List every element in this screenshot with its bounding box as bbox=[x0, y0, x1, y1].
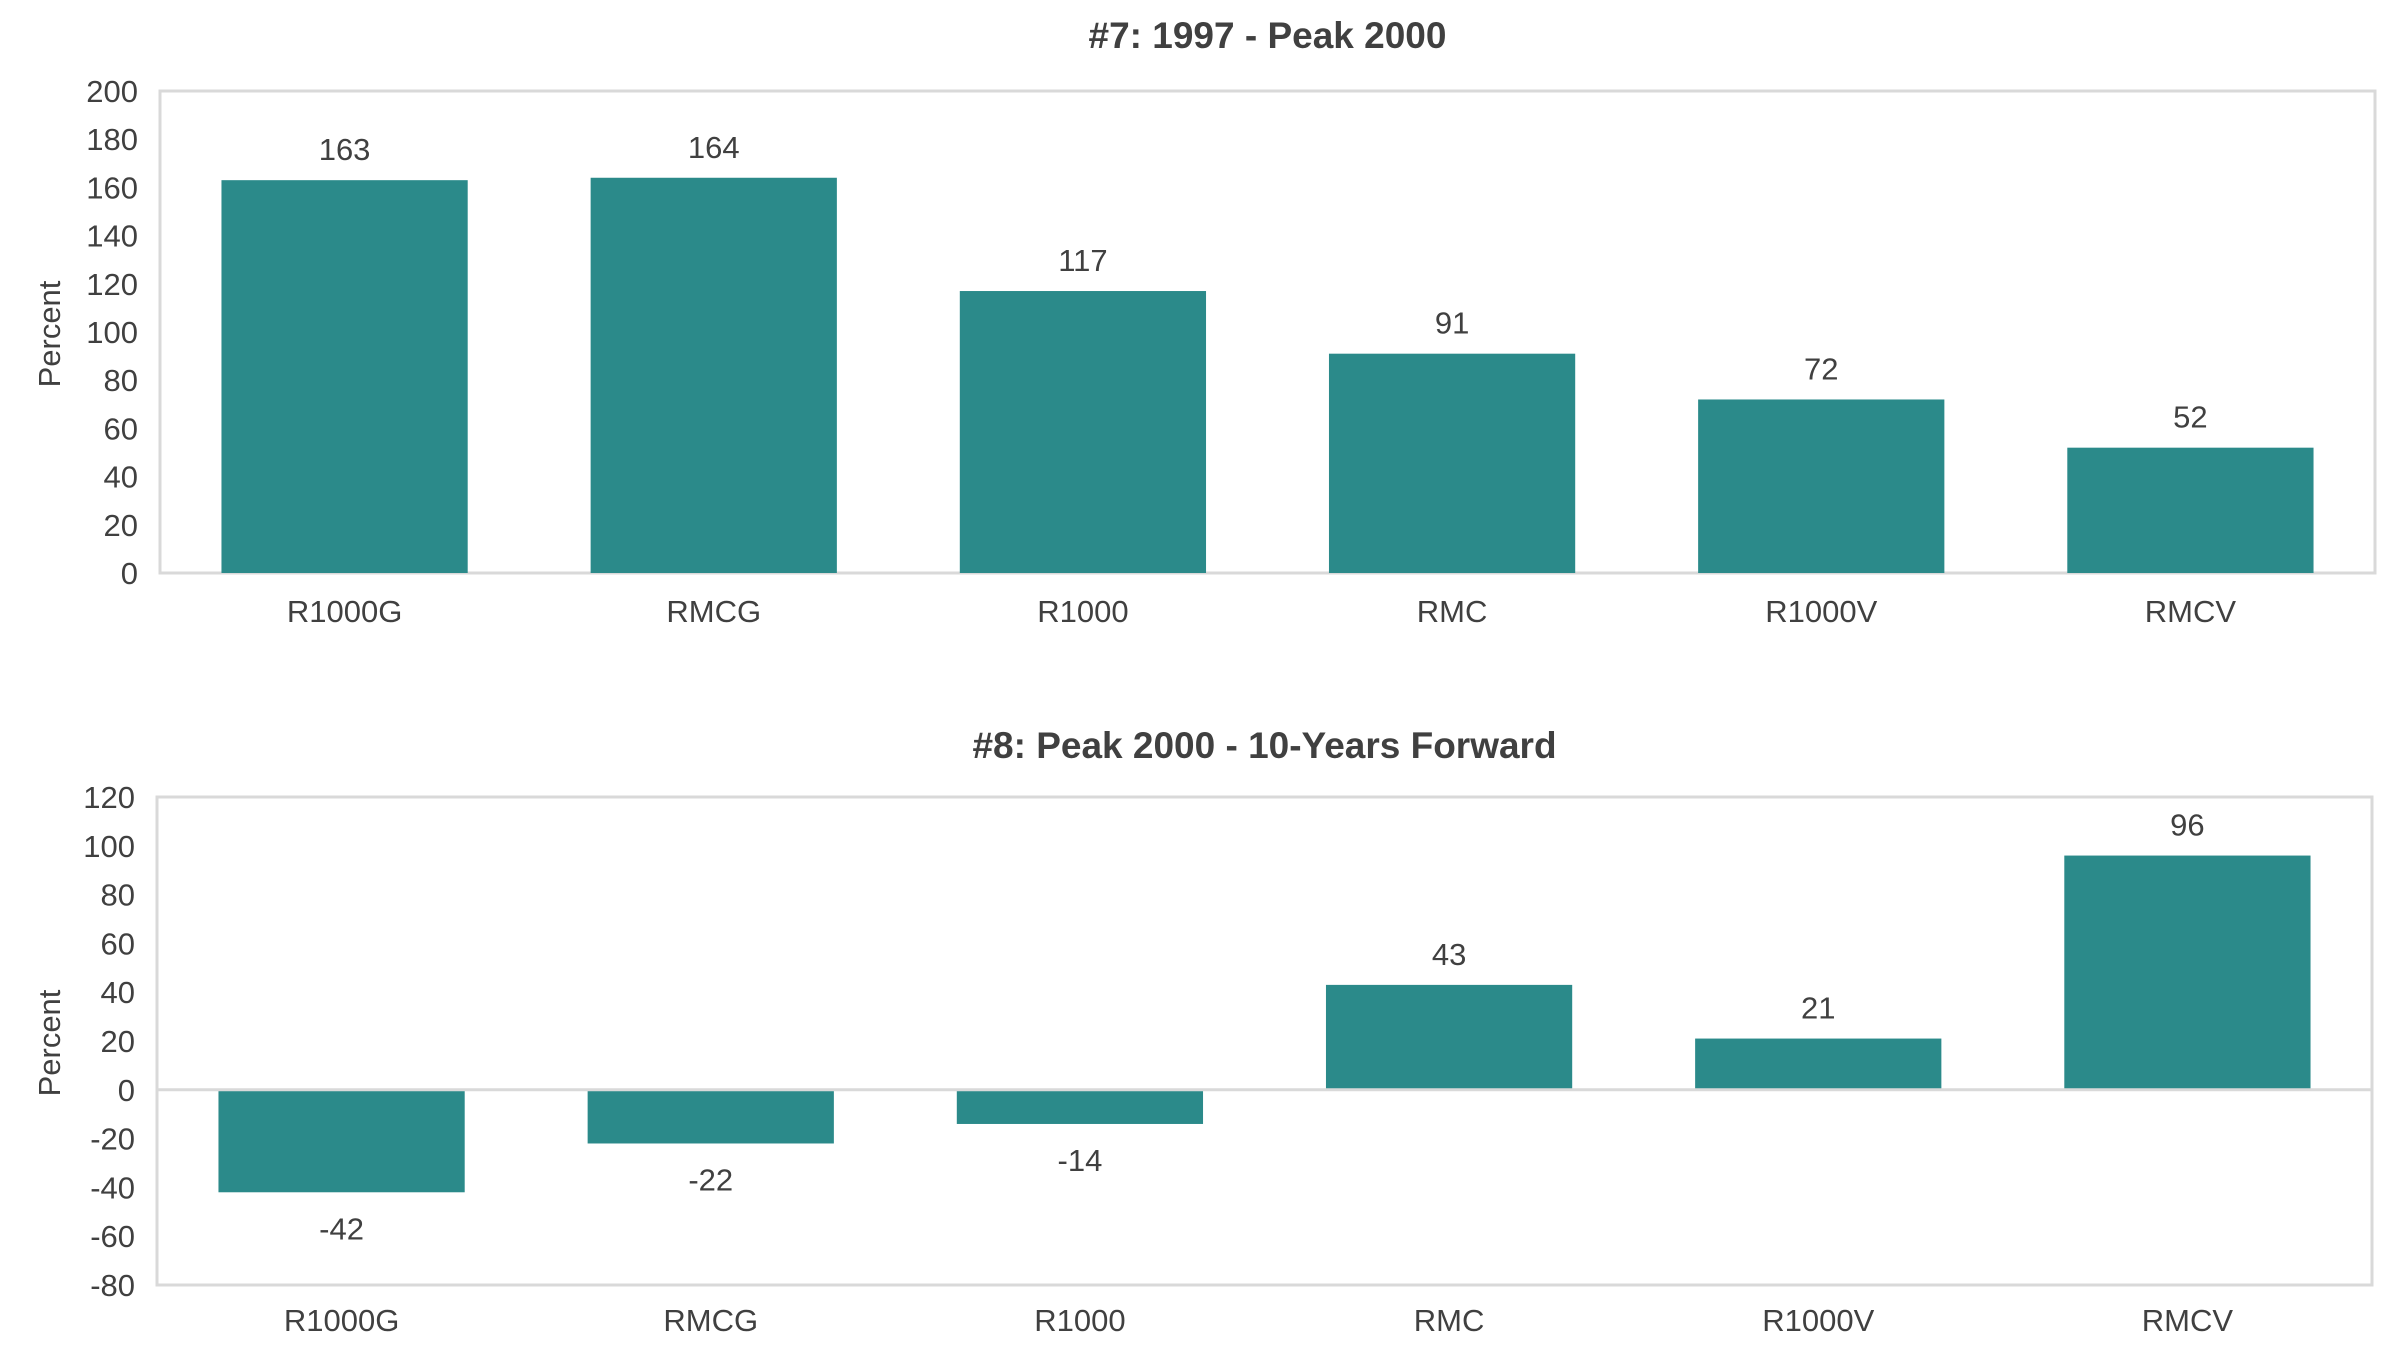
data-label: 91 bbox=[1435, 306, 1469, 341]
bar-rmcg bbox=[587, 1089, 834, 1144]
category-label: R1000V bbox=[1762, 1303, 1874, 1338]
y-axis-label: Percent bbox=[32, 280, 67, 387]
bar-r1000g bbox=[221, 180, 468, 574]
category-label: RMCG bbox=[666, 594, 761, 629]
chart-1997-peak-2000: #7: 1997 - Peak 2000 0 20 40 60 80 100 120 140 16… bbox=[32, 15, 2377, 629]
category-label: R1000V bbox=[1765, 594, 1877, 629]
bar-rmc bbox=[1328, 353, 1576, 573]
bar-rmcg bbox=[590, 177, 837, 573]
data-label: 163 bbox=[319, 132, 371, 167]
bar-r1000v bbox=[1695, 1038, 1942, 1090]
data-label: 52 bbox=[2173, 400, 2207, 435]
y-tick-label: 20 bbox=[104, 508, 138, 543]
bar-r1000v bbox=[1698, 399, 1945, 573]
plot-frame bbox=[158, 89, 2377, 575]
bar-rmc bbox=[1325, 984, 1573, 1090]
y-tick-label: 60 bbox=[104, 411, 138, 446]
data-label: -42 bbox=[319, 1211, 364, 1246]
plot-frame bbox=[155, 795, 2374, 1287]
y-tick-label: 0 bbox=[118, 1073, 135, 1108]
y-tick-label: -60 bbox=[90, 1219, 135, 1254]
chart-peak-2000-10-years-forward: #8: Peak 2000 - 10-Years Forward -80 -60 -4… bbox=[32, 725, 2374, 1338]
category-label: RMC bbox=[1414, 1303, 1485, 1338]
y-tick-label: 80 bbox=[104, 363, 138, 398]
data-label: 43 bbox=[1432, 937, 1466, 972]
y-tick-label: 40 bbox=[101, 975, 135, 1010]
y-tick-label: 100 bbox=[83, 829, 135, 864]
category-label: RMCV bbox=[2145, 594, 2237, 629]
bar-r1000 bbox=[959, 291, 1207, 573]
chart-title: #8: Peak 2000 - 10-Years Forward bbox=[972, 725, 1556, 766]
bar-rmcv bbox=[2067, 447, 2314, 573]
y-tick-label: 200 bbox=[86, 74, 138, 109]
category-label: R1000G bbox=[284, 1303, 399, 1338]
data-label: -22 bbox=[688, 1162, 733, 1197]
y-tick-label: 160 bbox=[86, 170, 138, 205]
y-tick-label: 180 bbox=[86, 122, 138, 157]
y-tick-label: 20 bbox=[101, 1024, 135, 1059]
y-tick-label: 80 bbox=[101, 878, 135, 913]
category-label: RMCG bbox=[663, 1303, 758, 1338]
data-label: 21 bbox=[1801, 991, 1835, 1026]
category-label: R1000 bbox=[1037, 594, 1128, 629]
category-label: R1000 bbox=[1034, 1303, 1125, 1338]
data-label: 96 bbox=[2170, 808, 2204, 843]
category-label: RMC bbox=[1417, 594, 1488, 629]
category-label: R1000G bbox=[287, 594, 402, 629]
y-axis-label: Percent bbox=[32, 989, 67, 1096]
y-tick-label: -40 bbox=[90, 1170, 135, 1205]
y-tick-label: 120 bbox=[86, 267, 138, 302]
bar-r1000g bbox=[218, 1089, 465, 1193]
y-tick-label: 120 bbox=[83, 780, 135, 815]
bar-r1000 bbox=[956, 1089, 1204, 1124]
bar-rmcv bbox=[2064, 855, 2311, 1090]
y-tick-label: -80 bbox=[90, 1268, 135, 1303]
y-tick-label: 60 bbox=[101, 926, 135, 961]
y-tick-label: 40 bbox=[104, 460, 138, 495]
data-label: 164 bbox=[688, 130, 740, 165]
y-tick-label: -20 bbox=[90, 1122, 135, 1157]
data-label: -14 bbox=[1058, 1143, 1103, 1178]
data-label: 72 bbox=[1804, 351, 1838, 386]
y-tick-label: 100 bbox=[86, 315, 138, 350]
data-label: 117 bbox=[1058, 243, 1107, 278]
chart-title: #7: 1997 - Peak 2000 bbox=[1089, 15, 1447, 56]
category-label: RMCV bbox=[2142, 1303, 2234, 1338]
y-tick-label: 140 bbox=[86, 219, 138, 254]
y-tick-label: 0 bbox=[121, 556, 138, 591]
